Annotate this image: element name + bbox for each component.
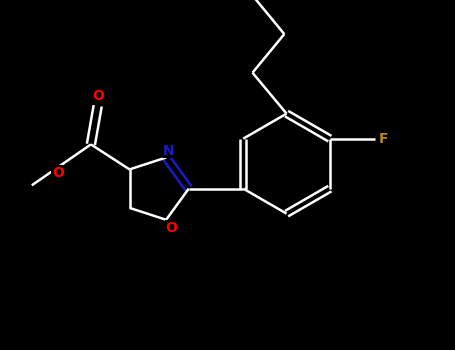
Text: O: O: [166, 221, 177, 235]
Text: O: O: [52, 166, 64, 180]
Text: O: O: [92, 89, 104, 103]
Text: N: N: [162, 144, 174, 158]
Text: F: F: [379, 132, 388, 146]
